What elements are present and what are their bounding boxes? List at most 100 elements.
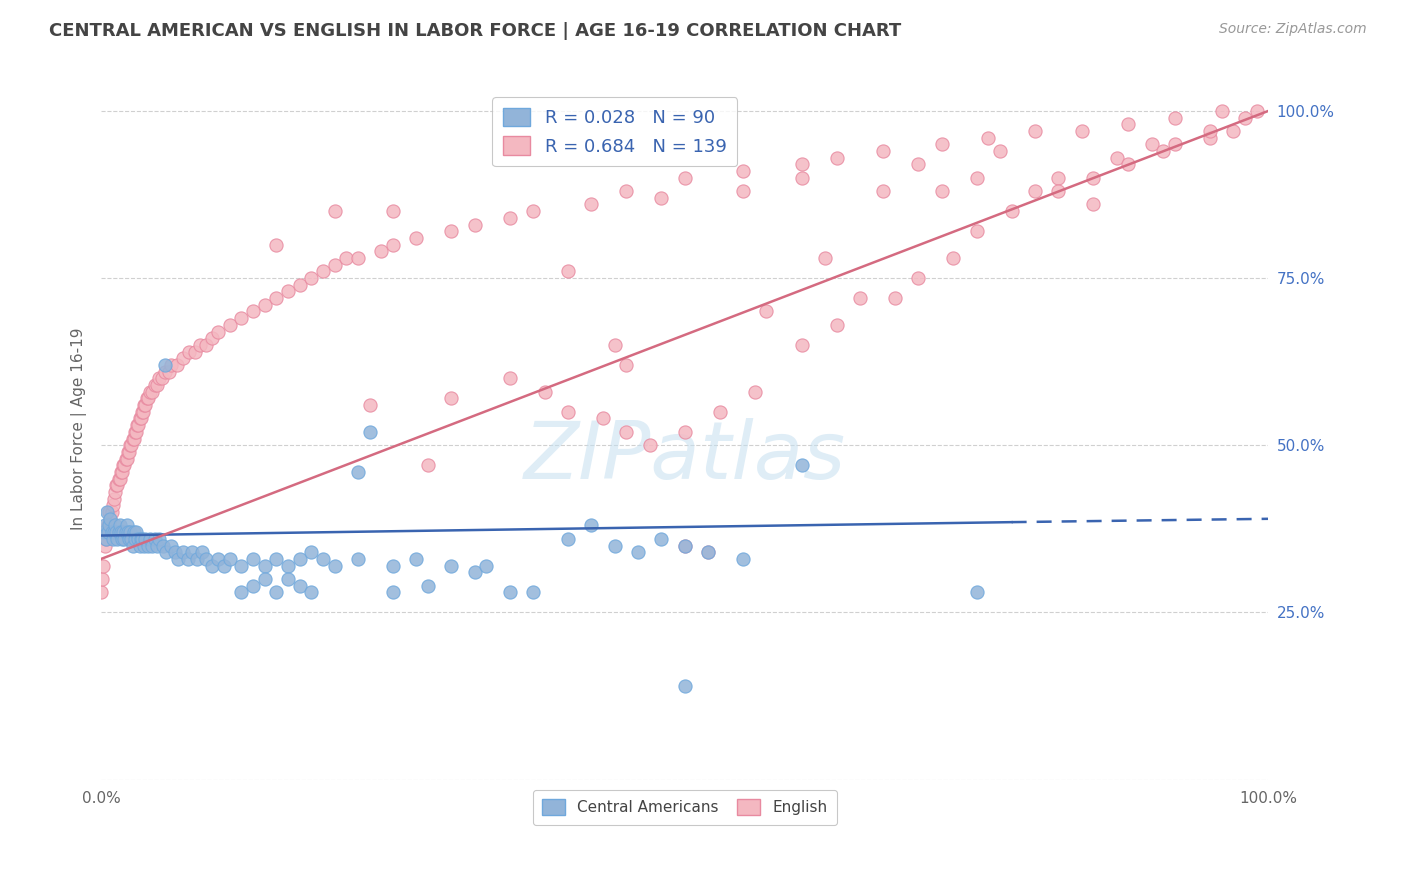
Point — [157, 365, 180, 379]
Point — [312, 552, 335, 566]
Point — [104, 518, 127, 533]
Point — [121, 438, 143, 452]
Point — [103, 491, 125, 506]
Point — [1047, 184, 1070, 198]
Point — [883, 291, 905, 305]
Point — [186, 552, 208, 566]
Point — [129, 532, 152, 546]
Point — [359, 398, 381, 412]
Point — [299, 545, 322, 559]
Point — [966, 585, 988, 599]
Point — [697, 545, 720, 559]
Point — [638, 438, 661, 452]
Point — [112, 525, 135, 540]
Point — [114, 451, 136, 466]
Point — [128, 539, 150, 553]
Point — [405, 231, 427, 245]
Point — [117, 445, 139, 459]
Point — [160, 358, 183, 372]
Point — [100, 512, 122, 526]
Point — [288, 552, 311, 566]
Point — [177, 344, 200, 359]
Point — [105, 478, 128, 492]
Point — [1199, 130, 1222, 145]
Point — [616, 425, 638, 439]
Point — [1083, 170, 1105, 185]
Point — [104, 485, 127, 500]
Point — [264, 237, 287, 252]
Point — [120, 525, 142, 540]
Point — [381, 204, 404, 219]
Point — [790, 458, 813, 473]
Point — [93, 525, 115, 540]
Point — [97, 525, 120, 540]
Point — [114, 532, 136, 546]
Point — [907, 157, 929, 171]
Point — [416, 579, 439, 593]
Point — [264, 585, 287, 599]
Point — [347, 552, 370, 566]
Point — [218, 552, 240, 566]
Point — [942, 251, 965, 265]
Point — [673, 539, 696, 553]
Point — [242, 579, 264, 593]
Point — [440, 392, 463, 406]
Point — [231, 585, 253, 599]
Point — [522, 204, 544, 219]
Point — [94, 532, 117, 546]
Point — [176, 552, 198, 566]
Point — [1199, 124, 1222, 138]
Point — [111, 465, 134, 479]
Point — [136, 392, 159, 406]
Point — [499, 211, 522, 225]
Point — [1105, 151, 1128, 165]
Point — [1047, 170, 1070, 185]
Point — [167, 552, 190, 566]
Legend: Central Americans, English: Central Americans, English — [533, 790, 837, 824]
Point — [121, 539, 143, 553]
Point — [212, 558, 235, 573]
Point — [440, 224, 463, 238]
Point — [288, 277, 311, 292]
Point — [673, 679, 696, 693]
Point — [108, 472, 131, 486]
Point — [277, 558, 299, 573]
Point — [127, 532, 149, 546]
Point — [107, 532, 129, 546]
Point — [166, 358, 188, 372]
Point — [148, 532, 170, 546]
Point — [581, 197, 603, 211]
Point — [100, 525, 122, 540]
Point — [323, 558, 346, 573]
Point — [110, 465, 132, 479]
Point — [673, 425, 696, 439]
Point — [141, 539, 163, 553]
Point — [150, 371, 173, 385]
Point — [100, 512, 122, 526]
Point — [155, 545, 177, 559]
Point — [93, 518, 115, 533]
Point — [475, 558, 498, 573]
Point — [190, 545, 212, 559]
Point — [134, 532, 156, 546]
Point — [125, 425, 148, 439]
Point — [288, 579, 311, 593]
Point — [673, 539, 696, 553]
Point — [201, 331, 224, 345]
Point — [115, 451, 138, 466]
Point — [124, 425, 146, 439]
Point — [709, 405, 731, 419]
Point — [464, 218, 486, 232]
Point — [96, 505, 118, 519]
Point — [93, 539, 115, 553]
Point — [139, 532, 162, 546]
Point — [370, 244, 392, 259]
Point — [1118, 157, 1140, 171]
Point — [650, 532, 672, 546]
Point — [253, 572, 276, 586]
Point — [381, 237, 404, 252]
Point — [207, 325, 229, 339]
Point — [134, 398, 156, 412]
Point — [347, 251, 370, 265]
Point — [790, 157, 813, 171]
